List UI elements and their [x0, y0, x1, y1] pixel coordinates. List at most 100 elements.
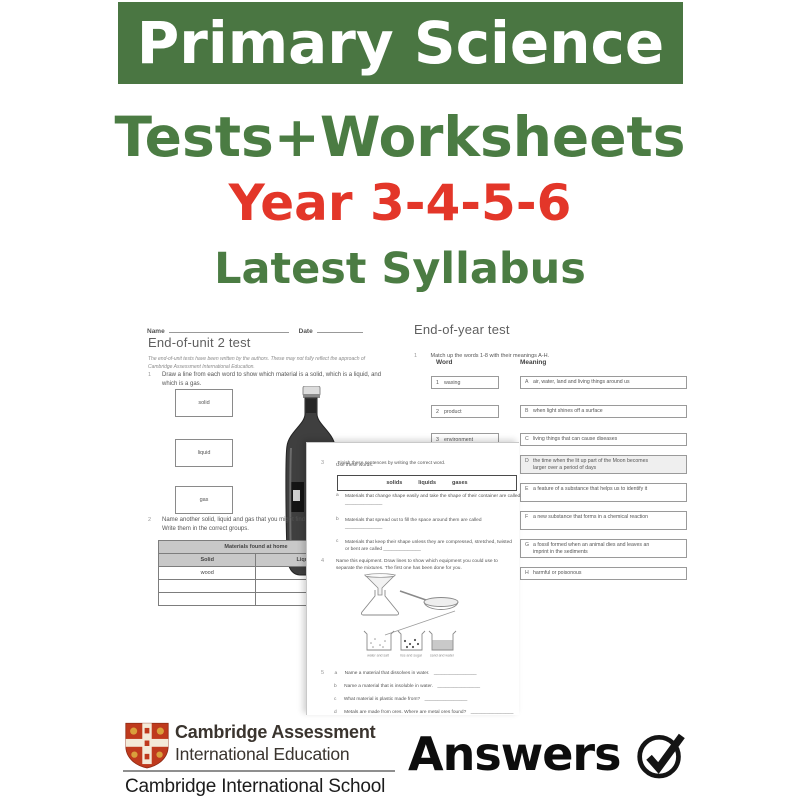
materials-table-title-row: Materials found at home	[158, 540, 354, 554]
meaning-a-letter: A	[525, 379, 529, 385]
logo-text-line1: Cambridge Assessment	[175, 722, 376, 742]
meaning-h-letter: H	[525, 570, 529, 576]
question-1-number: 1	[148, 372, 152, 378]
meaning-c-letter: C	[525, 436, 529, 442]
beaker-2-label: rice and sugar	[400, 654, 423, 658]
q5c-blank: ________________	[424, 697, 468, 702]
q5b-letter: b	[334, 684, 337, 689]
question-3-text: Finish these sentences by writing the co…	[337, 461, 446, 466]
word-bank-box: solids liquids gases	[337, 475, 517, 491]
bullet-c: c Materials that keep their shape unless…	[336, 539, 512, 553]
word-column-header: Word	[436, 359, 453, 366]
heading-tests-worksheets: Tests+Worksheets	[114, 105, 686, 169]
beaker-3-label: sand and water	[430, 654, 455, 658]
use-these-words: Use these words.	[336, 463, 374, 468]
question-4-text: Name this equipment. Draw lines to show …	[336, 559, 498, 572]
question-1-text: Draw a line from each word to show which…	[162, 372, 382, 387]
q5d-blank: ________________	[470, 710, 514, 715]
question-5c: c What material is plastic made from? __…	[334, 687, 467, 705]
meaning-b-text: when light shines off a surface	[533, 408, 603, 414]
col-solid: Solid	[157, 553, 257, 567]
name-label: Name	[147, 328, 165, 335]
left-page-disclaimer: The end-of-unit tests have been written …	[148, 356, 365, 371]
meaning-f-text: a new substance that forms in a chemical…	[533, 514, 649, 520]
bullet-a-text: Materials that change shape easily and t…	[345, 494, 521, 499]
meaning-b-letter: B	[525, 408, 529, 414]
banner: Primary Science	[118, 2, 683, 84]
q5b-blank: ________________	[437, 684, 481, 689]
q5d-text: Metals are made from ores. Where are met…	[344, 710, 467, 715]
bullet-c-letter: c	[336, 539, 339, 544]
meaning-h-text: harmful or poisonous	[533, 570, 582, 576]
question-5d: d Metals are made from ores. Where are m…	[334, 700, 513, 718]
answers-block: Answers	[408, 716, 688, 792]
question-5b: b Name a material that is insoluble in w…	[334, 674, 480, 692]
word-1-text: waxing	[443, 379, 461, 386]
answers-label: Answers	[408, 727, 621, 781]
bullet-a-letter: a	[336, 493, 339, 498]
cambridge-logo-block: Cambridge Assessment International Educa…	[123, 718, 403, 798]
liquid-box: liquid	[175, 439, 233, 467]
gas-box: gas	[175, 486, 233, 514]
meaning-column-header: Meaning	[520, 359, 547, 366]
meaning-f-letter: F	[525, 514, 529, 520]
meaning-g-letter: G	[525, 542, 530, 548]
question-3: 3 Finish these sentences by writing the …	[321, 451, 445, 469]
word-bank-solids: solids	[386, 480, 403, 486]
question-2-line2: Write them in the correct groups.	[162, 526, 249, 532]
meaning-g-text: a fossil formed when an animal dies and …	[533, 542, 650, 556]
q5a-letter: a	[334, 671, 338, 676]
worksheet-overlay-page: 3 Finish these sentences by writing the …	[306, 442, 520, 718]
meaning-d-text: the time when the lit up part of the Moo…	[533, 458, 649, 472]
match-question-text: Match up the words 1-8 with their meanin…	[430, 353, 550, 359]
disclaimer-line2: Cambridge Assessment International Educa…	[148, 363, 255, 370]
question-4: 4 Name this equipment. Draw lines to sho…	[321, 558, 507, 572]
word-3-num: 3	[436, 436, 439, 443]
disclaimer-line1: The end-of-unit tests have been written …	[148, 356, 366, 362]
word-1-num: 1	[436, 379, 439, 386]
meaning-e-letter: E	[525, 486, 529, 492]
logo-text-line2: International Education	[175, 744, 350, 764]
heading-latest-syllabus: Latest Syllabus	[214, 244, 586, 294]
word-bank-liquids: liquids	[418, 480, 437, 486]
word-2-num: 2	[436, 408, 439, 415]
name-line	[169, 326, 290, 333]
banner-title: Primary Science	[136, 9, 665, 77]
q5c-letter: c	[334, 697, 337, 702]
word-2-text: product	[443, 408, 462, 415]
logo-text-line3: Cambridge International School	[125, 776, 386, 797]
word-bank-gases: gases	[452, 480, 468, 486]
beaker-1-label: water and salt	[367, 654, 389, 658]
bullet-a: a Materials that change shape easily and…	[336, 493, 520, 507]
circle-check-icon	[636, 733, 685, 779]
cambridge-crest-shield-icon	[125, 722, 169, 769]
bullet-b: b Materials that spread out to fill the …	[336, 517, 482, 531]
q5c-text: What material is plastic made from?	[343, 697, 421, 702]
match-question: 1 Match up the words 1-8 with their mean…	[414, 344, 549, 362]
question-3-number: 3	[321, 460, 325, 466]
meaning-c-text: living things that can cause diseases	[533, 436, 618, 442]
logo-divider	[123, 770, 395, 772]
match-question-number: 1	[414, 353, 418, 359]
solid-box: solid	[175, 389, 233, 417]
question-1: 1 Draw a line from each word to show whi…	[148, 371, 388, 389]
q5b-text: Name a material that is insoluble in wat…	[344, 684, 433, 689]
question-4-number: 4	[321, 558, 325, 564]
meaning-d-letter: D	[525, 458, 529, 464]
question-5a: 5 a Name a material that dissolves in wa…	[321, 661, 477, 679]
bullet-b-letter: b	[336, 517, 339, 522]
name-date-row: Name Date	[147, 320, 447, 338]
word-box-1: 1 waxing	[431, 376, 499, 389]
date-label: Date	[298, 328, 313, 335]
cell-wood: wood	[157, 566, 257, 580]
question-5-number: 5	[321, 670, 325, 676]
question-2-number: 2	[148, 517, 152, 523]
right-page-title: End-of-year test	[414, 322, 510, 337]
